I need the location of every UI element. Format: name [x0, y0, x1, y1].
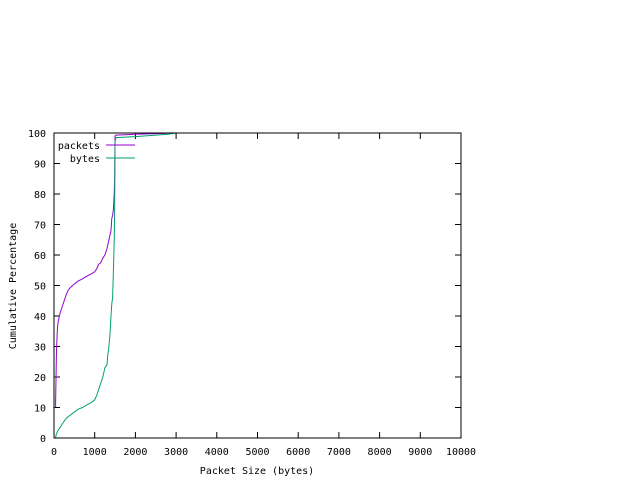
x-axis-label: Packet Size (bytes): [200, 466, 314, 477]
y-tick-label: 40: [34, 312, 46, 323]
series-line-bytes: [55, 132, 177, 439]
y-tick-label: 80: [34, 190, 46, 201]
x-tick-label: 8000: [368, 447, 392, 458]
tick-layer: 0 1000 2000 3000 4000 5000 6000 7000 8000 9000 100…: [28, 129, 476, 458]
legend-label-packets: packets: [58, 141, 100, 152]
legend: packets bytes: [58, 141, 135, 165]
x-tick-label: 2000: [123, 447, 147, 458]
x-tick-label: 5000: [245, 447, 269, 458]
x-tick-label: 4000: [205, 447, 229, 458]
series-line-packets: [55, 132, 177, 408]
x-tick-label: 3000: [164, 447, 188, 458]
y-tick-label: 100: [28, 129, 46, 140]
y-tick-label: 10: [34, 404, 46, 415]
x-tick-label: 10000: [446, 447, 476, 458]
y-tick-label: 30: [34, 343, 46, 354]
y-tick-label: 90: [34, 160, 46, 171]
x-tick-label: 1000: [83, 447, 107, 458]
plot-frame: [53, 132, 462, 439]
x-tick-label: 0: [51, 447, 57, 458]
x-tick-label: 6000: [286, 447, 310, 458]
y-tick-label: 70: [34, 221, 46, 232]
x-tick-label: 7000: [327, 447, 351, 458]
series-layer: [55, 132, 177, 439]
y-tick-label: 50: [34, 282, 46, 293]
y-tick-label: 60: [34, 251, 46, 262]
y-axis-label: Cumulative Percentage: [8, 223, 19, 349]
y-tick-label: 0: [40, 434, 46, 445]
legend-label-bytes: bytes: [70, 154, 100, 165]
x-tick-label: 9000: [408, 447, 432, 458]
y-tick-label: 20: [34, 373, 46, 384]
